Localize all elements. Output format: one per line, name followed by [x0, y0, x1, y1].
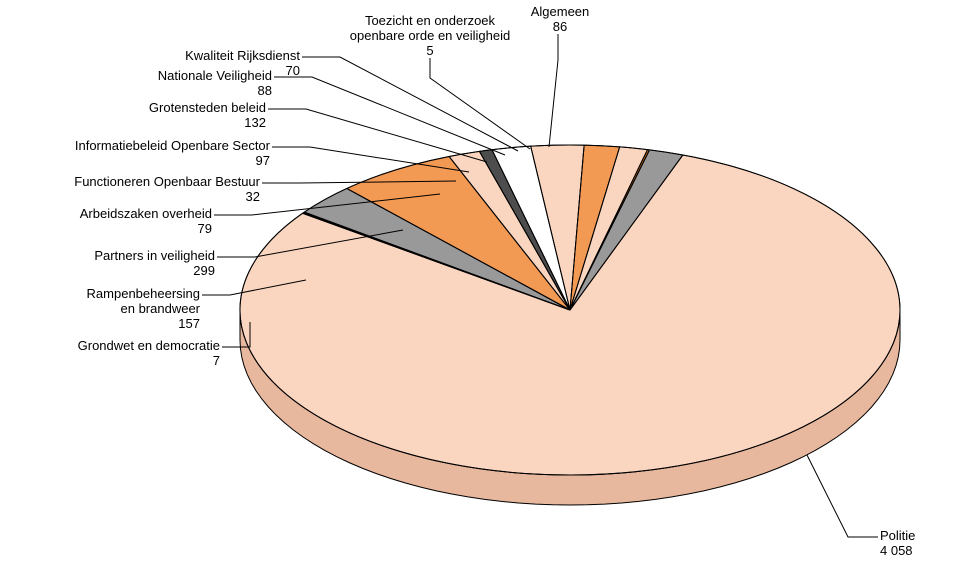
leader-line-slice-9: [302, 57, 518, 151]
slice-label-line: Arbeidszaken overheid: [80, 206, 212, 221]
slice-label-0: Politie4 058: [880, 528, 915, 558]
slice-label-line: Partners in veiligheid: [94, 248, 215, 263]
slice-label-11: Algemeen86: [531, 4, 590, 34]
slice-label-line: Rampenbeheersing: [87, 286, 200, 301]
slice-label-value: 97: [256, 153, 270, 168]
slice-label-line: Informatiebeleid Openbare Sector: [75, 138, 271, 153]
slice-label-line: Toezicht en onderzoek: [365, 13, 496, 28]
slice-label-value: 4 058: [880, 543, 913, 558]
slice-label-5: Functioneren Openbaar Bestuur32: [74, 174, 260, 204]
slice-label-1: Grondwet en democratie7: [78, 338, 220, 368]
slice-label-value: 86: [553, 19, 567, 34]
slice-label-3: Partners in veiligheid299: [94, 248, 215, 278]
pie-chart-3d: Algemeen86 Toezicht en onderzoekopenbare …: [0, 0, 972, 568]
slice-label-8: Nationale Veiligheid88: [158, 68, 272, 98]
slice-label-7: Grotensteden beleid132: [149, 100, 266, 130]
slice-label-4: Arbeidszaken overheid79: [80, 206, 212, 236]
leader-line-slice-11: [549, 34, 558, 147]
slice-label-value: 157: [178, 316, 200, 331]
slice-label-10: Toezicht en onderzoekopenbare orde en ve…: [350, 13, 510, 58]
slice-label-value: 88: [258, 83, 272, 98]
slice-label-line: Functioneren Openbaar Bestuur: [74, 174, 260, 189]
slice-label-value: 5: [426, 43, 433, 58]
slice-label-6: Informatiebeleid Openbare Sector97: [75, 138, 271, 168]
slice-label-line: openbare orde en veiligheid: [350, 28, 510, 43]
slice-label-value: 132: [244, 115, 266, 130]
slice-label-line: Nationale Veiligheid: [158, 68, 272, 83]
slice-label-value: 70: [286, 63, 300, 78]
leader-line-slice-8: [274, 77, 505, 155]
slice-label-value: 79: [198, 221, 212, 236]
slice-label-value: 32: [246, 189, 260, 204]
leader-line-slice-0: [807, 455, 878, 537]
slice-label-2: Rampenbeheersingen brandweer157: [87, 286, 201, 331]
slice-label-line: Politie: [880, 528, 915, 543]
slice-label-line: Grondwet en democratie: [78, 338, 220, 353]
leader-line-slice-10: [430, 58, 530, 149]
slice-label-line: en brandweer: [121, 301, 201, 316]
slice-label-value: 7: [213, 353, 220, 368]
slice-label-line: Kwaliteit Rijksdienst: [185, 48, 300, 63]
slice-label-line: Grotensteden beleid: [149, 100, 266, 115]
slice-label-value: 299: [193, 263, 215, 278]
slice-label-line: Algemeen: [531, 4, 590, 19]
